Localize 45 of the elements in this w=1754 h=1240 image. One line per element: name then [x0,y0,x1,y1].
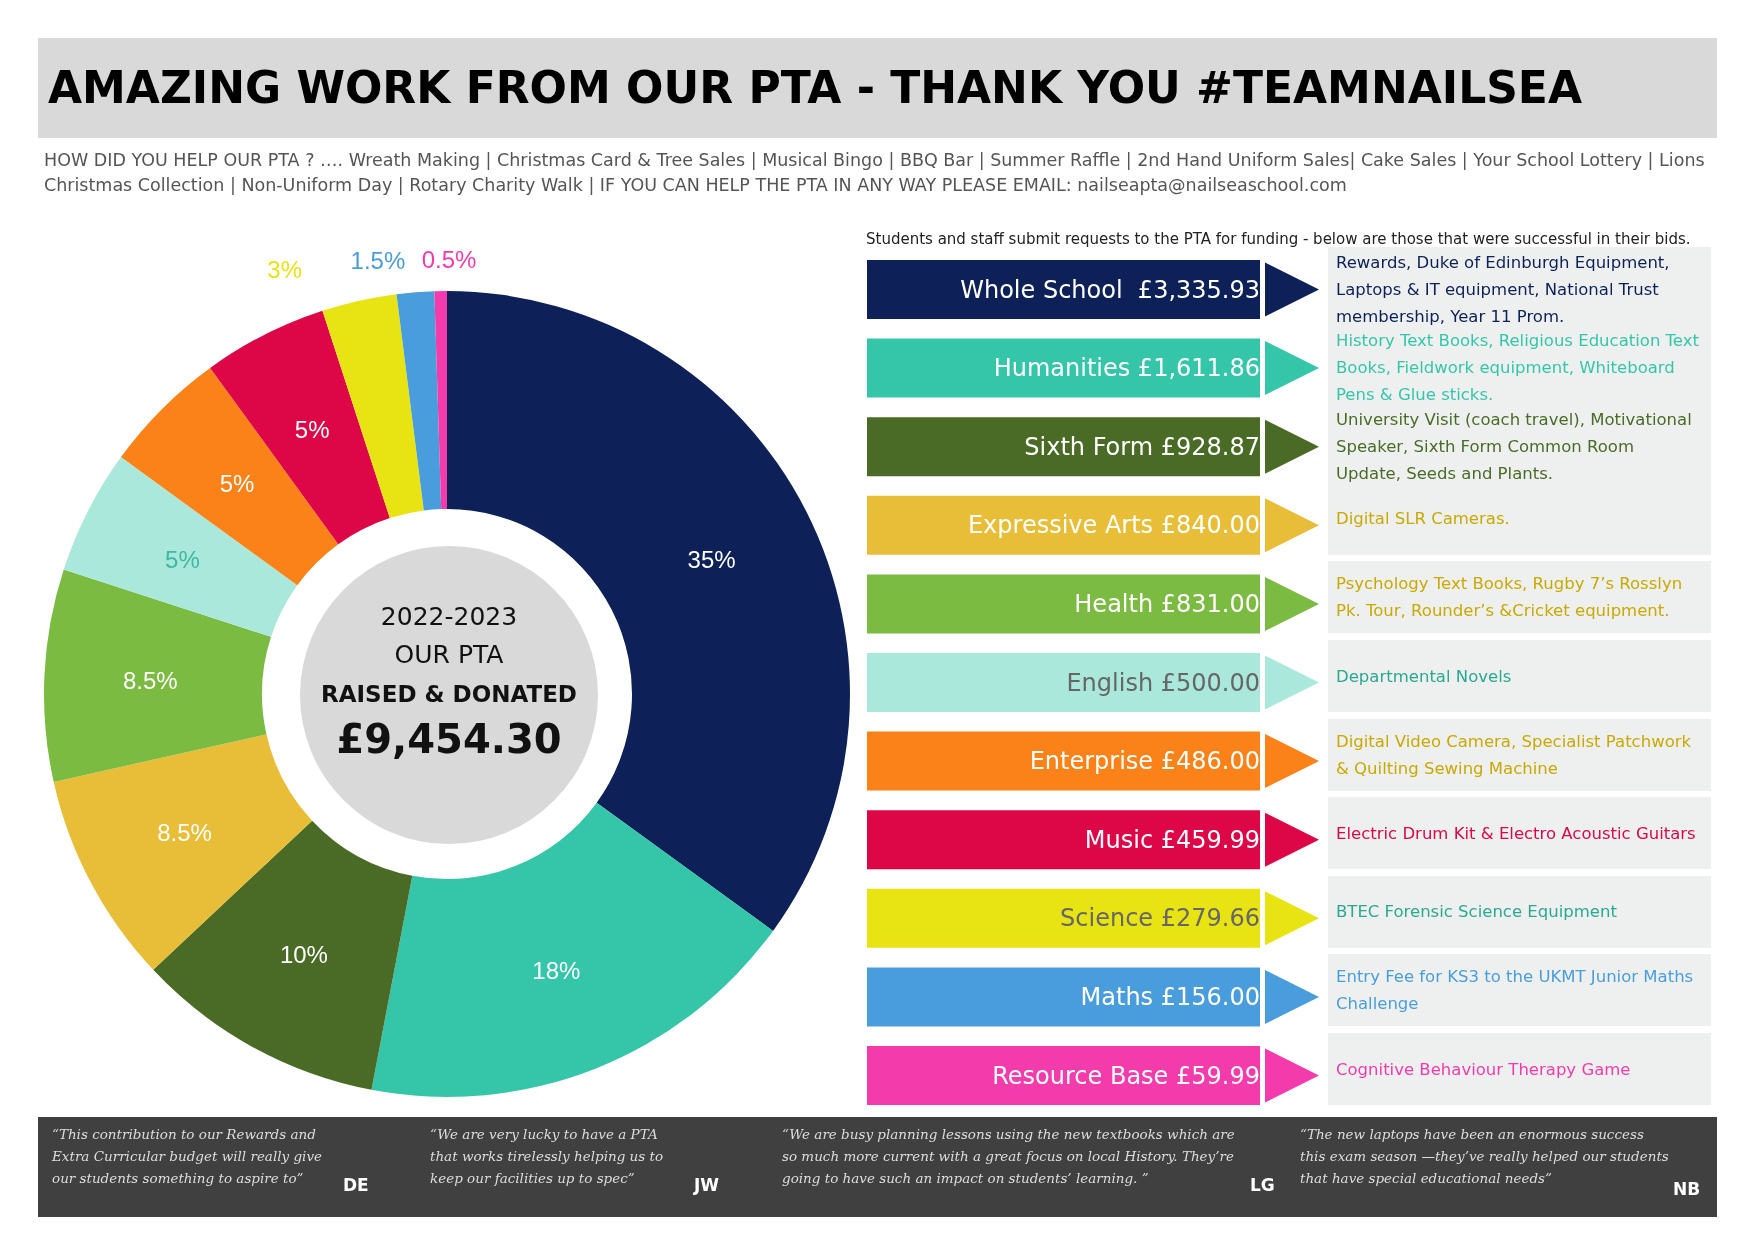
legend-label: Expressive Arts £840.00 [967,511,1260,540]
text: Students and staff submit requests to the PTA for funding - below are those that were successful in their bids. [866,230,1692,248]
circle-backdrop: 2022-2023 OUR PTA RAISED & DONATED £9,454.30 [300,546,598,844]
text: BTEC Forensic Science Equipment [1328,875,1711,948]
legend-label: Maths £156.00 [1080,982,1260,1011]
text: NB [1673,1179,1701,1199]
text: DE [343,1175,369,1195]
legend-label: Sixth Form £928.87 [1024,432,1260,461]
data-label: 8.5% [122,666,178,694]
text: “The new laptops have been an enormous success this exam season —they’ve really helped our students that have special educational needs” [1300,1125,1670,1188]
data-label: 18% [532,956,581,984]
chart-subtitle: HOW DID YOU HELP OUR PTA ? …. Wreath Making | Christmas Card & Tree Sales | Musical Bingo | BBQ Bar | Summer Raffle | 2nd Hand Uniform Sales| Cake Sales | Your School Lottery | Lions Christmas Collection | Non-Uniform Day | Rotary Charity Walk | IF YOU CAN HELP THE PTA IN ANY WAY PLEASE EMAIL: nailseapta@nailseaschool.com [44,149,1706,197]
data-label: 8.5% [157,819,212,847]
text: Psychology Text Books, Rugby 7’s Rosslyn Pk. Tour, Rounder’s &Cricket equipment. [1328,561,1711,634]
data-label: 0.5% [421,245,477,273]
legend-label: Music £459.99 [1084,825,1260,854]
data-label: 5% [165,545,200,573]
text: Departmental Novels [1328,640,1711,712]
text: JW [694,1175,720,1195]
text: University Visit (coach travel), Motivational Speaker, Sixth Form Common Room Update, Seeds and Plants. [1328,404,1711,489]
legend-label: Science £279.66 [1060,904,1260,933]
text: Entry Fee for KS3 to the UKMT Junior Maths Challenge [1328,954,1711,1027]
text: Electric Drum Kit & Electro Acoustic Guitars [1328,797,1711,870]
text: Digital Video Camera, Specialist Patchwork & Quilting Sewing Machine [1328,718,1711,791]
legend-label: Humanities £1,611.86 [993,354,1260,383]
text: Rewards, Duke of Edinburgh Equipment, Laptops & IT equipment, National Trust membership, Year 11 Prom. [1328,247,1711,331]
text: LG [1250,1175,1275,1195]
data-label: 10% [279,940,328,968]
text: “This contribution to our Rewards and Extra Curricular budget will really give our students something to aspire to” [52,1125,324,1188]
data-label: 5% [219,470,255,498]
text: “We are busy planning lessons using the new textbooks which are so much more current with a great focus on local History. They’re going to have such an impact on students’ learning. ” [782,1125,1236,1188]
text: Digital SLR Cameras. [1328,482,1711,555]
legend-label: Whole School £3,335.93 [960,275,1260,304]
text: “We are very lucky to have a PTA that works tirelessly helping us to keep our facilities up to spec” [430,1125,665,1188]
text: Cognitive Behaviour Therapy Game [1328,1033,1711,1105]
data-label: 35% [687,545,736,573]
legend-label: English £500.00 [1066,668,1260,697]
text: History Text Books, Religious Education Text Books, Fieldwork equipment, Whiteboard Pens & Glue sticks. [1328,325,1711,410]
legend-label: Health £831.00 [1074,589,1260,618]
data-label: 3% [267,255,303,283]
data-label: 5% [294,415,330,443]
legend-label: Resource Base £59.99 [992,1061,1260,1090]
chart-title: AMAZING WORK FROM OUR PTA - THANK YOU #TEAMNAILSEA [38,38,1717,138]
legend-label: Enterprise £486.00 [1029,747,1260,776]
data-label: 1.5% [350,246,406,274]
